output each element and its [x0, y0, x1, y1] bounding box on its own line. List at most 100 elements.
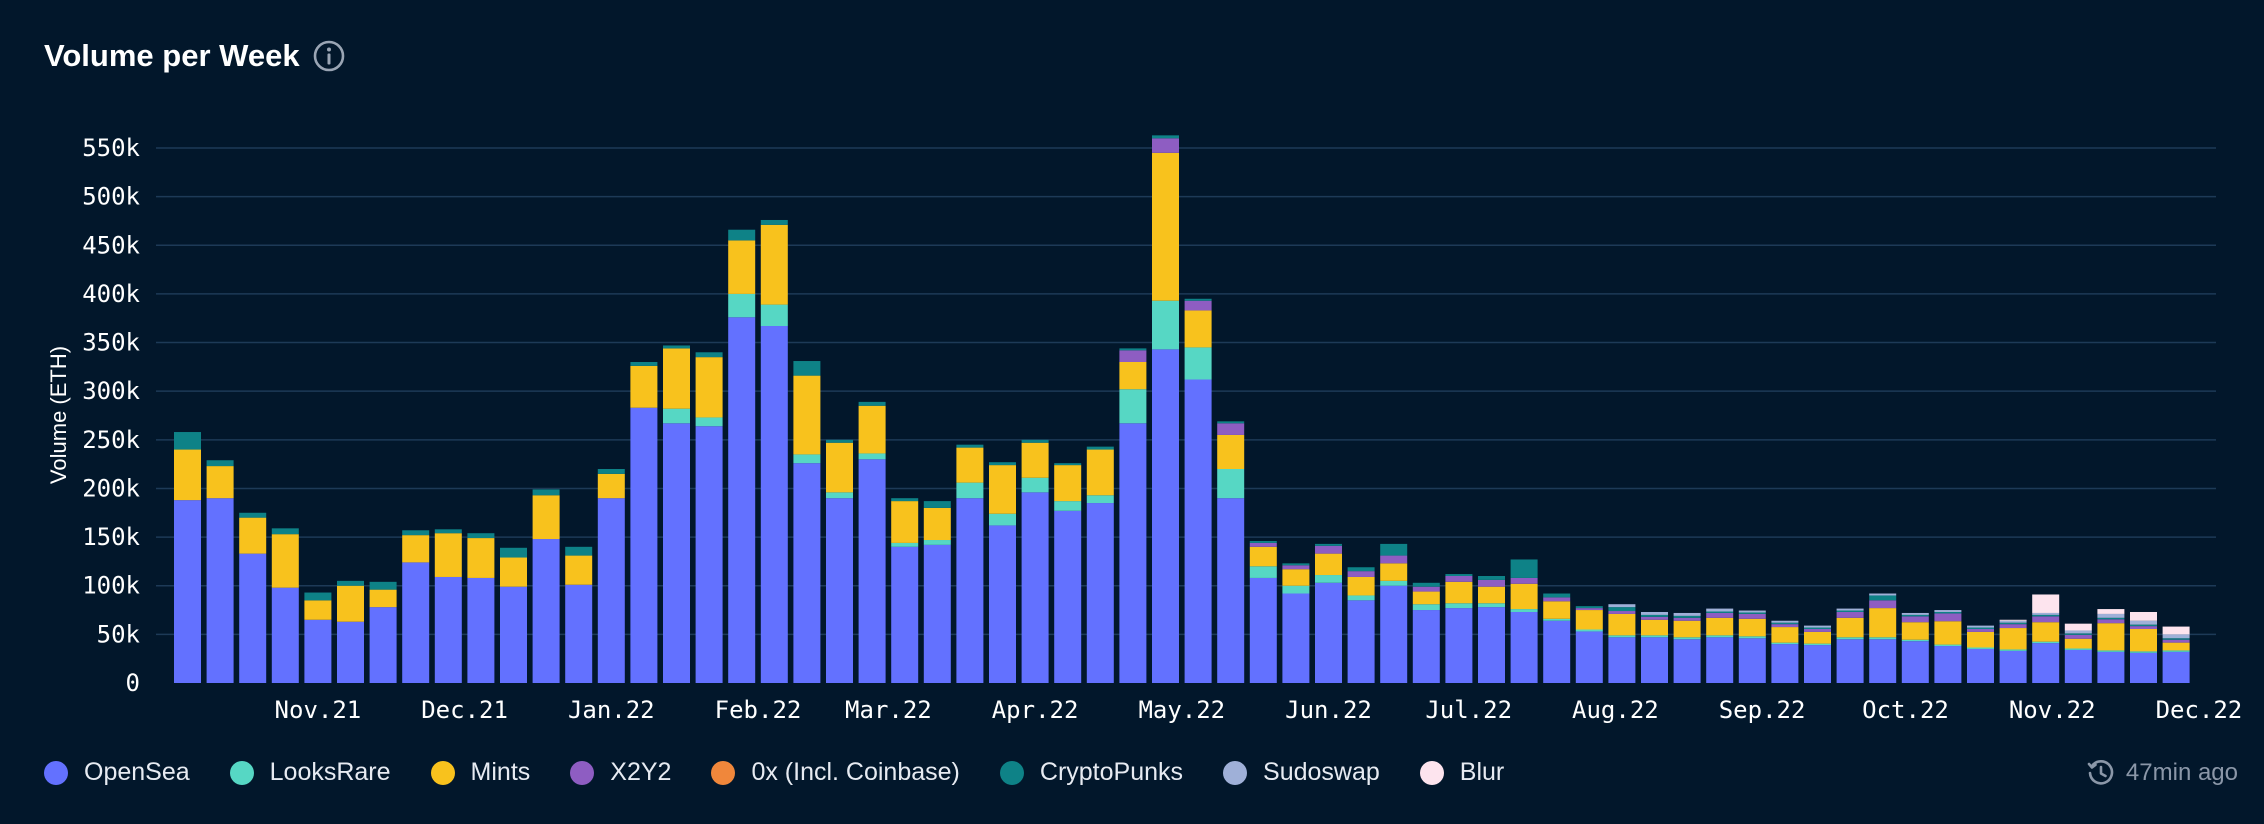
y-tick-label: 550k [82, 134, 140, 162]
bar-segment-opensea [1054, 510, 1082, 683]
bar-segment-looksrare [1282, 585, 1310, 594]
bar-segment-mints [1445, 581, 1473, 604]
x-tick-label: Feb.22 [715, 696, 802, 724]
bar-segment-sudoswap [1934, 610, 1962, 612]
legend-label: LooksRare [269, 758, 391, 786]
bar-segment-opensea [597, 498, 625, 683]
bar-segment-mints [1869, 608, 1897, 638]
bar-segment-opensea [239, 553, 267, 683]
legend-swatch [570, 760, 595, 785]
bar-segment-cryptopunks [956, 444, 984, 448]
x-tick-label: Dec.21 [421, 696, 508, 724]
legend-item[interactable]: OpenSea [44, 758, 190, 787]
legend-item[interactable]: X2Y2 [570, 758, 671, 787]
bar-segment-opensea [1771, 644, 1799, 683]
x-tick-label: May.22 [1138, 696, 1225, 724]
bar-segment-opensea [760, 326, 788, 683]
bar-segment-sudoswap [1804, 625, 1831, 628]
bar-segment-x2y2 [1608, 611, 1636, 614]
legend-item[interactable]: Sudoswap [1223, 758, 1380, 787]
legend-swatch [1419, 760, 1444, 785]
bar-segment-looksrare [1445, 603, 1473, 609]
bar-segment-mints [1967, 631, 1994, 648]
bar-segment-looksrare [760, 304, 788, 327]
bar-segment-x2y2 [1934, 613, 1962, 622]
bar-segment-cryptopunks [2032, 614, 2060, 617]
bar-segment-mints [1021, 442, 1049, 478]
bar-segment-opensea [1380, 585, 1408, 683]
bar-segment-mints [1543, 601, 1571, 619]
bar-segment-opensea [793, 463, 821, 683]
bar-segment-looksrare [793, 454, 821, 464]
bar-segment-x2y2 [2032, 616, 2060, 623]
bar-segment-mints [304, 600, 332, 620]
bar-segment-cryptopunks [891, 498, 919, 502]
bar-segment-opensea [826, 498, 853, 683]
bar-segment-opensea [2162, 651, 2190, 683]
bar-segment-cryptopunks [1673, 615, 1701, 618]
bar-segment-cryptopunks [760, 219, 788, 225]
legend-item[interactable]: Mints [430, 758, 530, 787]
bar-segment-mints [923, 507, 951, 541]
bar-segment-sudoswap [2162, 634, 2190, 639]
bar-segment-blur [2064, 623, 2092, 631]
bar-segment-cryptopunks [1380, 543, 1408, 556]
legend-item[interactable]: CryptoPunks [999, 758, 1183, 787]
legend-swatch [999, 760, 1024, 785]
bar-segment-opensea [1706, 637, 1734, 683]
bar-segment-sudoswap [1901, 612, 1929, 615]
bar-segment-x2y2 [1412, 586, 1440, 592]
bar-segment-mints [1510, 583, 1538, 610]
bar-segment-x2y2 [2064, 634, 2092, 639]
legend-item[interactable]: Blur [1419, 758, 1505, 787]
bar-segment-opensea [1673, 639, 1701, 683]
bar-segment-opensea [369, 607, 397, 683]
bar-segment-cryptopunks [239, 512, 267, 518]
bar-segment-mints [989, 465, 1016, 514]
bar-segment-x2y2 [1184, 300, 1212, 311]
bar-segment-x2y2 [2162, 639, 2190, 643]
bar-segment-x2y2 [1543, 597, 1571, 602]
bar-segment-mints [1412, 591, 1440, 605]
bar-segment-opensea [434, 576, 462, 683]
legend-label: Sudoswap [1263, 758, 1380, 786]
bar-segment-cryptopunks [1282, 563, 1310, 566]
bar-segment-cryptopunks [630, 362, 658, 366]
bar-segment-opensea [1249, 577, 1277, 683]
bar-segment-looksrare [695, 417, 723, 427]
bar-segment-opensea [467, 577, 495, 683]
bar-segment-looksrare [1836, 637, 1864, 640]
legend-item[interactable]: LooksRare [229, 758, 391, 787]
bar-segment-x2y2 [1967, 629, 1994, 632]
bar-segment-opensea [1608, 637, 1636, 683]
bar-segment-mints [271, 534, 299, 588]
bar-segment-mints [467, 538, 495, 578]
bar-segment-mints [369, 589, 397, 608]
bar-segment-cryptopunks [1999, 622, 2027, 625]
bar-segment-mints [500, 557, 527, 587]
bar-segment-blur [2162, 626, 2190, 635]
bar-segment-sudoswap [1869, 593, 1897, 596]
info-circle-icon[interactable] [312, 39, 346, 73]
x-tick-label: Apr.22 [992, 696, 1079, 724]
legend-item[interactable]: 0x (Incl. Coinbase) [711, 758, 960, 787]
bar-segment-mints [1575, 610, 1603, 630]
bar-segment-looksrare [1152, 300, 1179, 350]
bar-segment-mints [206, 466, 234, 499]
legend-label: 0x (Incl. Coinbase) [751, 758, 960, 786]
bar-segment-cryptopunks [1510, 559, 1538, 578]
bar-segment-opensea [1804, 645, 1831, 683]
legend-label: Blur [1459, 758, 1505, 786]
bar-segment-x2y2 [1445, 576, 1473, 582]
bar-segment-looksrare [2032, 641, 2060, 644]
bar-segment-looksrare [858, 453, 886, 460]
bar-segment-cryptopunks [1478, 576, 1505, 580]
bar-segment-opensea [337, 621, 364, 683]
bar-segment-sudoswap [1608, 604, 1636, 608]
y-axis-label: Volume (ETH) [46, 346, 71, 484]
bar-segment-opensea [663, 423, 690, 683]
bar-segment-opensea [271, 587, 299, 683]
bar-segment-cryptopunks [434, 529, 462, 534]
bar-segment-opensea [695, 426, 723, 683]
bar-segment-mints [663, 348, 690, 409]
